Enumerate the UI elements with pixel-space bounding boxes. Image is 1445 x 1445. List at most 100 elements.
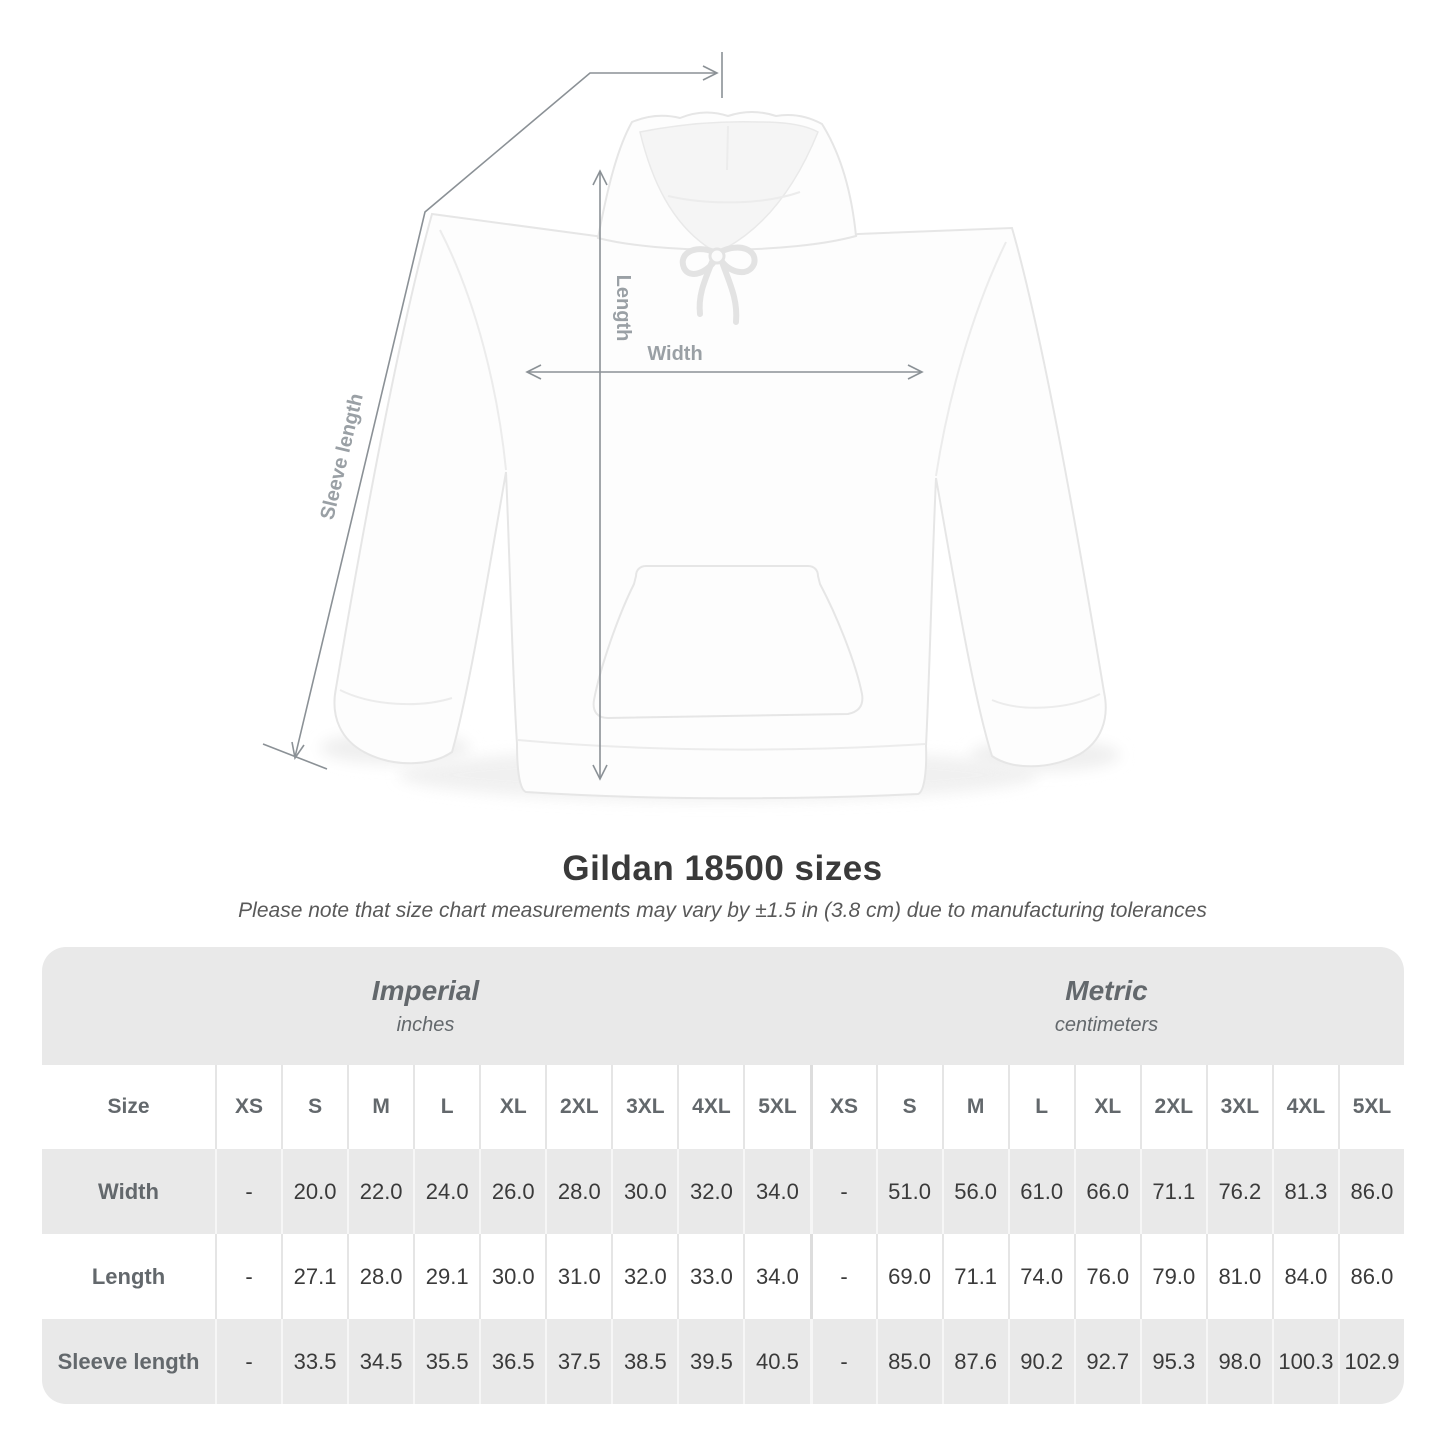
- row-label: Sleeve length: [57, 1348, 200, 1374]
- cell: -: [215, 1319, 281, 1404]
- cell: 85.0: [875, 1319, 942, 1404]
- cell: 40.5: [743, 1319, 809, 1404]
- size-col: M: [347, 1065, 413, 1149]
- right-armhole-seam: [935, 241, 1007, 477]
- cell: 71.1: [941, 1234, 1008, 1319]
- metric-title: Metric: [1065, 975, 1148, 1006]
- length-label: Length: [612, 275, 634, 342]
- cell: 92.7: [1073, 1319, 1140, 1404]
- sleeve-length-label: Sleeve length: [317, 391, 368, 522]
- hem-seam: [517, 739, 926, 751]
- cell: 86.0: [1337, 1149, 1404, 1234]
- cell: 74.0: [1007, 1234, 1074, 1319]
- row-label: Length: [91, 1263, 166, 1289]
- left-armhole-seam: [439, 229, 507, 471]
- cell: 29.1: [413, 1234, 479, 1319]
- hoodie-illustration: [333, 111, 1107, 800]
- metric-header: Metric centimeters: [809, 947, 1404, 1065]
- cell: 39.5: [677, 1319, 743, 1404]
- size-col: S: [281, 1065, 347, 1149]
- hoodie-measurement-diagram: Sleeve length Length Width: [262, 52, 1120, 801]
- hood-lining-seam: [667, 191, 801, 204]
- cell: 102.9: [1337, 1319, 1404, 1404]
- size-col: XS: [809, 1065, 876, 1149]
- cell: 28.0: [545, 1149, 611, 1234]
- cell: 76.0: [1073, 1234, 1140, 1319]
- cell: 100.3: [1271, 1319, 1338, 1404]
- cell: 87.6: [941, 1319, 1008, 1404]
- cell: 32.0: [611, 1234, 677, 1319]
- cell: 32.0: [677, 1149, 743, 1234]
- size-col: L: [1007, 1065, 1074, 1149]
- cell: 51.0: [875, 1149, 942, 1234]
- cell: 24.0: [413, 1149, 479, 1234]
- metric-unit: centimeters: [1054, 1014, 1159, 1036]
- cell: 31.0: [545, 1234, 611, 1319]
- imperial-title: Imperial: [371, 975, 480, 1006]
- cell: -: [809, 1149, 876, 1234]
- cell: 76.2: [1205, 1149, 1272, 1234]
- size-col: L: [413, 1065, 479, 1149]
- kangaroo-pocket: [592, 565, 864, 720]
- size-col: XL: [1073, 1065, 1140, 1149]
- size-col: 4XL: [1271, 1065, 1338, 1149]
- left-cuff-seam: [339, 689, 453, 706]
- size-col: XL: [479, 1065, 545, 1149]
- size-col: 5XL: [743, 1065, 809, 1149]
- cell: 86.0: [1337, 1234, 1404, 1319]
- row-label: Width: [98, 1178, 159, 1204]
- cell: 61.0: [1007, 1149, 1074, 1234]
- cell: 26.0: [479, 1149, 545, 1234]
- size-col: 3XL: [1205, 1065, 1272, 1149]
- table-row-sleeve-length: Sleeve length - 33.5 34.5 35.5 36.5 37.5…: [42, 1319, 1404, 1404]
- cell: 22.0: [347, 1149, 413, 1234]
- page-title: Gildan 18500 sizes: [562, 849, 883, 888]
- size-col: M: [941, 1065, 1008, 1149]
- cell: 98.0: [1205, 1319, 1272, 1404]
- cell: 81.3: [1271, 1149, 1338, 1234]
- hood-center-seam: [726, 125, 729, 171]
- cell: 69.0: [875, 1234, 942, 1319]
- cell: -: [215, 1149, 281, 1234]
- cell: 34.5: [347, 1319, 413, 1404]
- cell: 33.5: [281, 1319, 347, 1404]
- size-col: 2XL: [545, 1065, 611, 1149]
- hood-opening: [639, 120, 819, 252]
- cell: 84.0: [1271, 1234, 1338, 1319]
- cell: -: [809, 1234, 876, 1319]
- cell: 90.2: [1007, 1319, 1074, 1404]
- imperial-header: Imperial inches: [42, 947, 809, 1065]
- size-col: 5XL: [1337, 1065, 1404, 1149]
- cell: 66.0: [1073, 1149, 1140, 1234]
- cell: 95.3: [1139, 1319, 1206, 1404]
- cell: 56.0: [941, 1149, 1008, 1234]
- table-row-width: Width - 20.0 22.0 24.0 26.0 28.0 30.0 32…: [42, 1149, 1404, 1234]
- cell: 30.0: [479, 1234, 545, 1319]
- size-header-label: Size: [107, 1095, 150, 1118]
- cell: 27.1: [281, 1234, 347, 1319]
- cell: 35.5: [413, 1319, 479, 1404]
- size-col: S: [875, 1065, 942, 1149]
- cell: 34.0: [743, 1149, 809, 1234]
- cell: 38.5: [611, 1319, 677, 1404]
- cell: 20.0: [281, 1149, 347, 1234]
- cell: 79.0: [1139, 1234, 1206, 1319]
- tolerance-note: Please note that size chart measurements…: [238, 899, 1207, 922]
- right-cuff-seam: [991, 693, 1101, 709]
- cell: 71.1: [1139, 1149, 1206, 1234]
- cell: 28.0: [347, 1234, 413, 1319]
- drawstrings: [679, 244, 758, 325]
- width-arrow: Width: [525, 343, 924, 380]
- cell: 30.0: [611, 1149, 677, 1234]
- unit-header-band: Imperial inches Metric centimeters: [42, 947, 1404, 1065]
- size-table: Imperial inches Metric centimeters Size …: [42, 947, 1404, 1404]
- size-col: XS: [215, 1065, 281, 1149]
- imperial-unit: inches: [396, 1014, 455, 1036]
- cell: 34.0: [743, 1234, 809, 1319]
- size-col: 4XL: [677, 1065, 743, 1149]
- cell: 37.5: [545, 1319, 611, 1404]
- size-col: 3XL: [611, 1065, 677, 1149]
- cell: 33.0: [677, 1234, 743, 1319]
- table-row-length: Length - 27.1 28.0 29.1 30.0 31.0 32.0 3…: [42, 1234, 1404, 1319]
